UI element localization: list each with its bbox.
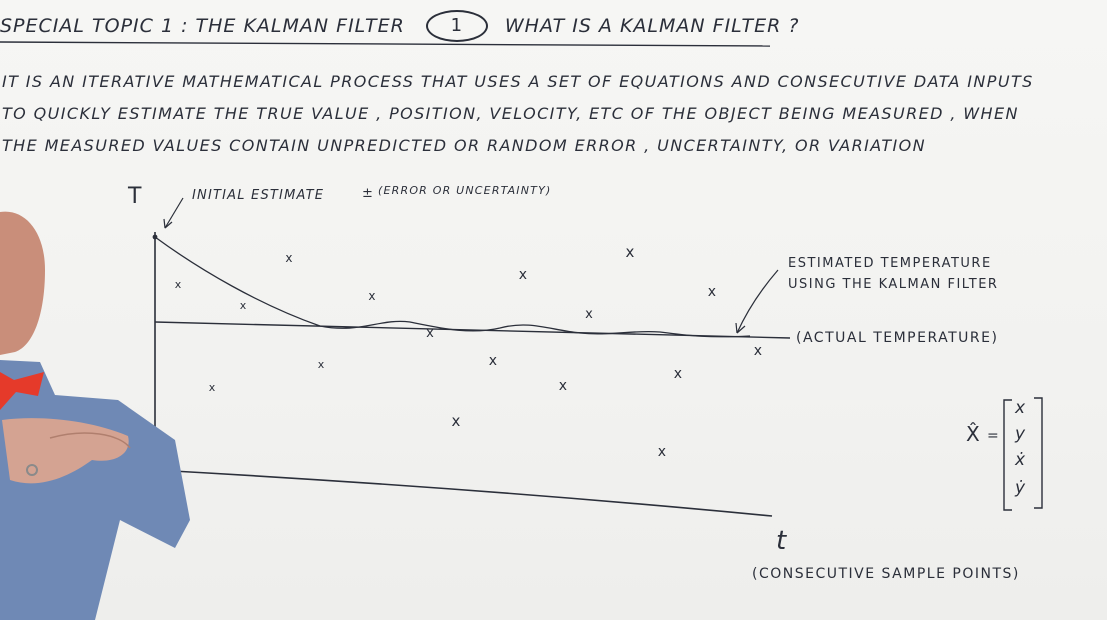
- title-line: SPECIAL TOPIC 1 : THE KALMAN FILTER 1 WH…: [0, 10, 799, 42]
- matrix-entry-x-dot: ẋ: [1014, 450, 1026, 470]
- measurement-marker: x: [174, 278, 182, 292]
- paragraph-line-2: TO QUICKLY ESTIMATE THE TRUE VALUE , POS…: [2, 104, 1019, 123]
- state-vector-equals: =: [987, 428, 1000, 444]
- x-axis-note: (CONSECUTIVE SAMPLE POINTS): [752, 566, 1020, 582]
- actual-temperature-label: (ACTUAL TEMPERATURE): [796, 330, 999, 346]
- title-underline: [0, 41, 771, 47]
- initial-estimate-arrowhead: [163, 218, 173, 229]
- matrix-entry-y-dot: ẏ: [1014, 478, 1026, 498]
- x-axis-label: t: [776, 526, 787, 556]
- measurement-marker: x: [673, 366, 683, 383]
- paragraph-line-3: THE MEASURED VALUES CONTAIN UNPREDICTED …: [2, 136, 927, 155]
- estimate-arrowhead: [735, 322, 746, 334]
- matrix-left-bracket: [1003, 399, 1012, 511]
- measurement-marker: x: [753, 343, 763, 360]
- measurement-marker: x: [239, 299, 247, 313]
- measurement-marker: x: [518, 267, 528, 284]
- measurement-marker: x: [451, 411, 461, 430]
- title-left: SPECIAL TOPIC 1 : THE KALMAN FILTER: [0, 14, 405, 37]
- measurement-marker: x: [558, 378, 568, 395]
- measurement-marker: x: [657, 444, 667, 461]
- measurement-marker: x: [368, 288, 376, 303]
- estimate-arrow: [736, 269, 779, 334]
- kalman-estimate-curve: [154, 236, 751, 338]
- state-vector-matrix: x y ẋ ẏ: [1000, 398, 1044, 512]
- title-right: WHAT IS A KALMAN FILTER ?: [504, 14, 800, 37]
- measurement-marker: x: [285, 250, 293, 265]
- initial-estimate-arrow: [164, 197, 184, 229]
- plus-minus-symbol: ±: [362, 186, 375, 201]
- presenter-figure: [0, 211, 190, 620]
- measurement-marker: x: [488, 353, 498, 370]
- y-axis-label: T: [128, 184, 142, 209]
- circled-number: 1: [425, 10, 488, 42]
- estimated-temperature-line2: USING THE KALMAN FILTER: [788, 277, 999, 292]
- estimated-temperature-line1: ESTIMATED TEMPERATURE: [788, 256, 992, 271]
- measurement-marker: x: [625, 242, 635, 261]
- initial-estimate-point: [152, 234, 158, 240]
- error-note: (ERROR OR UNCERTAINTY): [378, 184, 552, 197]
- measurement-marker: x: [707, 284, 717, 301]
- measurement-marker: x: [426, 325, 435, 341]
- state-vector-symbol: X̂: [966, 422, 981, 446]
- matrix-right-bracket: [1034, 397, 1043, 509]
- measurement-marker: x: [317, 358, 325, 372]
- x-axis: [154, 469, 773, 517]
- matrix-entry-x: x: [1014, 398, 1026, 418]
- measurement-marker: x: [585, 306, 594, 322]
- paragraph-line-1: IT IS AN ITERATIVE MATHEMATICAL PROCESS …: [2, 72, 1034, 91]
- measurement-marker: x: [208, 381, 216, 395]
- matrix-entry-y: y: [1014, 424, 1026, 444]
- initial-estimate-label: INITIAL ESTIMATE: [192, 188, 325, 203]
